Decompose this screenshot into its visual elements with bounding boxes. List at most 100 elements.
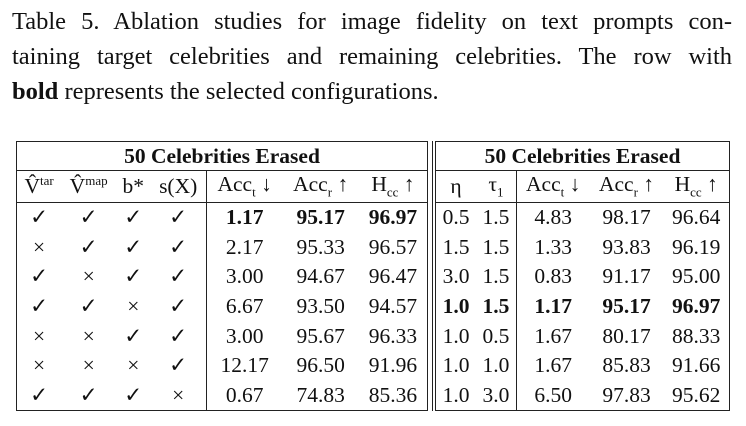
cell: 91.17 <box>602 264 651 289</box>
cell: 1.5 <box>482 264 510 289</box>
cell: 98.17 <box>602 205 651 230</box>
cell: 94.57 <box>368 294 418 319</box>
cell: 95.17 <box>296 205 345 230</box>
cell: 95.17 <box>602 294 651 319</box>
cell: ✓ <box>79 205 98 230</box>
cell: ✓ <box>124 234 143 259</box>
table-title: 50 Celebrities Erased <box>16 141 428 171</box>
cell: 1.67 <box>515 321 590 351</box>
cell: 80.17 <box>602 323 651 348</box>
header-text: H <box>674 172 691 197</box>
data-row: 1.0 1.0 1.67 85.83 91.66 <box>434 350 730 381</box>
column-header: Acct ↓ <box>515 170 590 203</box>
header-sup: tar <box>40 173 54 189</box>
header-row: V̂tar V̂map b* s(X) Acct ↓ Accr ↑ Hcc ↑ <box>16 170 428 203</box>
header-text: V̂ <box>24 174 40 199</box>
cell: ✓ <box>169 264 188 289</box>
cell: × <box>127 294 140 319</box>
cell: ✓ <box>169 234 188 259</box>
cell: 85.83 <box>602 353 651 378</box>
column-header: Hcc ↑ <box>358 170 428 203</box>
data-row: 1.0 1.5 1.17 95.17 96.97 <box>434 291 730 322</box>
header-text: Acc <box>217 172 253 197</box>
right-table: 50 Celebrities Erased η τ1 Acct ↓ Accr ↑ Hcc … <box>432 141 730 412</box>
column-header: η <box>434 170 477 203</box>
column-header: V̂map <box>61 170 117 203</box>
cell: 1.33 <box>515 232 590 263</box>
cell: 96.64 <box>671 205 721 230</box>
data-row: 0.5 1.5 4.83 98.17 96.64 <box>434 202 730 233</box>
header-sub: 1 <box>496 184 504 200</box>
cell: × <box>33 234 46 259</box>
cell: 96.97 <box>368 205 418 230</box>
cell: 0.67 <box>205 380 283 411</box>
cell: ✓ <box>30 205 49 230</box>
cell: 6.67 <box>205 291 283 322</box>
cell: 97.83 <box>602 382 651 407</box>
header-sub: r <box>633 184 638 200</box>
cell: 1.67 <box>515 350 590 381</box>
cell: ✓ <box>124 264 143 289</box>
cell: 95.00 <box>671 264 721 289</box>
header-sub: t <box>252 184 256 200</box>
cell: 4.83 <box>515 202 590 233</box>
header-text: b* <box>122 174 145 198</box>
data-row: × × × ✓ 12.17 96.50 91.96 <box>17 350 428 381</box>
cell: × <box>127 353 140 378</box>
column-header: Accr ↑ <box>589 170 664 203</box>
cell: ✓ <box>169 294 188 319</box>
cell: ✓ <box>79 234 98 259</box>
header-sub: r <box>327 184 333 200</box>
cell: 1.5 <box>482 205 510 230</box>
header-arrow: ↑ <box>643 172 655 197</box>
header-text: Acc <box>526 172 561 197</box>
title-row: 50 Celebrities Erased <box>16 141 428 171</box>
header-sub: t <box>560 184 565 200</box>
header-text: η <box>450 174 462 198</box>
cell: × <box>172 382 185 407</box>
header-arrow: ↑ <box>707 172 718 197</box>
cell: × <box>82 264 95 289</box>
cell: 0.5 <box>442 205 470 230</box>
caption-bold: bold <box>12 78 59 105</box>
cell: 96.57 <box>368 234 418 259</box>
cell: 0.5 <box>482 323 510 348</box>
header-arrow: ↑ <box>403 172 415 197</box>
cell: 0.83 <box>515 262 590 292</box>
data-row: 1.0 0.5 1.67 80.17 88.33 <box>434 321 730 351</box>
column-header: V̂tar <box>16 170 62 203</box>
header-row: η τ1 Acct ↓ Accr ↑ Hcc ↑ <box>434 170 730 203</box>
cell: 1.0 <box>442 353 470 378</box>
cell: 95.67 <box>296 323 345 348</box>
left-table: 50 Celebrities Erased V̂tar V̂map b* s(X) Acc… <box>16 141 428 412</box>
cell: 1.0 <box>442 323 470 348</box>
cell: 91.66 <box>671 353 721 378</box>
data-row: × ✓ ✓ ✓ 2.17 95.33 96.57 <box>17 232 428 263</box>
column-header: s(X) <box>150 170 207 203</box>
header-text: Acc <box>598 172 634 197</box>
cell: 96.19 <box>671 234 721 259</box>
cell: 1.5 <box>482 234 510 259</box>
data-row: ✓ ✓ ✓ × 0.67 74.83 85.36 <box>17 380 428 411</box>
cell: ✓ <box>124 205 143 230</box>
cell: 88.33 <box>671 323 721 348</box>
column-header: Accr ↑ <box>282 170 359 203</box>
cell: 74.83 <box>296 382 345 407</box>
cell: 3.0 <box>482 382 510 407</box>
cell: × <box>33 323 46 348</box>
cell: 3.0 <box>442 264 470 289</box>
caption-line: bold represents the selected configurati… <box>12 74 732 109</box>
table-title: 50 Celebrities Erased <box>434 141 730 171</box>
title-row: 50 Celebrities Erased <box>434 141 730 171</box>
data-row: 1.0 3.0 6.50 97.83 95.62 <box>434 380 730 411</box>
caption-line: Table 5. Ablation studies for image fide… <box>12 8 732 35</box>
column-header: τ1 <box>476 170 517 203</box>
cell: 1.17 <box>515 291 590 322</box>
header-text: τ <box>488 172 497 197</box>
cell: 93.50 <box>296 294 345 319</box>
cell: ✓ <box>169 323 188 348</box>
cell: 95.33 <box>296 234 345 259</box>
cell: ✓ <box>30 294 49 319</box>
data-row: 1.5 1.5 1.33 93.83 96.19 <box>434 232 730 263</box>
cell: 3.00 <box>205 262 283 292</box>
